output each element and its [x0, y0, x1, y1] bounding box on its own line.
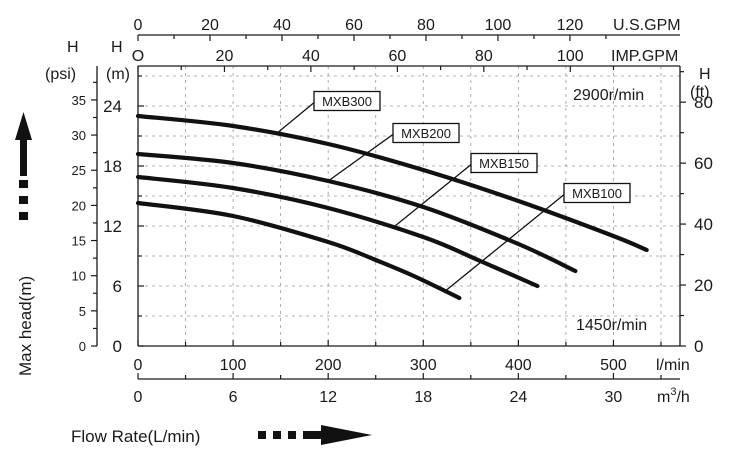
tick-label-gpm: 80 [417, 17, 435, 34]
tick-label-imp: 60 [388, 48, 406, 65]
tick-label-m: 0 [113, 337, 122, 356]
tick-label-imp: O [132, 48, 144, 65]
curve-mxb300 [135, 113, 649, 253]
top-gpm-unit: U.S.GPM [613, 17, 681, 34]
tick-label-ft: 40 [694, 215, 713, 234]
tick-label-m3h: 6 [229, 389, 238, 406]
tick-label-imp: 40 [302, 48, 320, 65]
tick-label-imp: 20 [216, 48, 234, 65]
leader-line-mxb100 [444, 192, 567, 292]
speed-low-annotation: 1450r/min [576, 317, 647, 334]
left-m-title-unit: (m) [106, 66, 130, 83]
tick-label-m: 24 [103, 97, 122, 116]
right-ft-title-unit: (ft) [690, 84, 710, 101]
tick-label-psi: 5 [79, 304, 86, 319]
tick-label-m3h: 30 [605, 389, 623, 406]
tick-label-gpm: 120 [557, 17, 584, 34]
tick-label-gpm: 40 [273, 17, 291, 34]
right-arrow-icon [258, 425, 372, 445]
left-psi-title-h: H [67, 39, 79, 56]
curve-mxb100 [135, 200, 462, 301]
speed-high-annotation: 2900r/min [573, 87, 644, 104]
axis-ticks [91, 35, 686, 379]
right-ft-title-h: H [699, 66, 711, 83]
tick-label-imp: 80 [475, 48, 493, 65]
y-axis-label-group: Max head(m) [15, 112, 35, 376]
curve-mxb150 [135, 174, 540, 289]
label-box-mxb100 [563, 182, 631, 204]
left-psi-title-unit: (psi) [45, 66, 76, 83]
leader-line-mxb200 [327, 132, 396, 182]
x-axis-label: Flow Rate(L/min) [71, 427, 200, 446]
tick-label-imp: 100 [557, 48, 584, 65]
tick-label-m3h: 18 [414, 389, 432, 406]
curve-mxb200 [135, 151, 578, 274]
grid-lines [138, 66, 680, 346]
series-label-mxb200: MXB200 [401, 126, 451, 141]
tick-label-psi: 35 [72, 93, 86, 108]
series-label-mxb300: MXB300 [322, 94, 372, 109]
tick-label-m: 6 [113, 277, 122, 296]
label-box-mxb150 [470, 152, 538, 174]
tick-label-lmin: 400 [505, 357, 532, 374]
tick-label-lmin: 200 [315, 357, 342, 374]
tick-label-ft: 0 [694, 337, 703, 356]
y-axis-label: Max head(m) [16, 276, 35, 376]
tick-label-ft: 80 [694, 93, 713, 112]
up-arrow-icon [15, 112, 32, 220]
tick-label-lmin: 300 [410, 357, 437, 374]
top-imp-unit: IMP.GPM [611, 48, 678, 65]
series-labels: MXB300 MXB200 MXB150 MXB100 [275, 90, 631, 292]
tick-label-psi: 15 [72, 234, 86, 249]
tick-label-m3h: 24 [509, 389, 527, 406]
tick-label-lmin: 100 [220, 357, 247, 374]
bottom-lmin-unit: l/min [656, 357, 690, 374]
tick-label-gpm: 100 [485, 17, 512, 34]
tick-label-ft: 20 [694, 276, 713, 295]
leader-line-mxb300 [275, 100, 317, 135]
series-label-mxb100: MXB100 [572, 186, 622, 201]
axis-lines [96, 34, 681, 380]
tick-label-m: 18 [103, 157, 122, 176]
tick-label-psi: 0 [79, 339, 86, 354]
leader-line-mxb150 [392, 162, 474, 229]
label-box-mxb300 [313, 90, 381, 112]
label-box-mxb200 [392, 122, 460, 144]
tick-label-ft: 60 [694, 154, 713, 173]
series-label-mxb150: MXB150 [479, 156, 529, 171]
pump-curves [135, 113, 649, 301]
tick-label-gpm: 60 [345, 17, 363, 34]
tick-label-gpm: 20 [201, 17, 219, 34]
tick-label-psi: 25 [72, 163, 86, 178]
tick-label-lmin: 0 [134, 357, 143, 374]
tick-label-m3h: 0 [134, 389, 143, 406]
tick-label-gpm: 0 [134, 17, 143, 34]
tick-label-m: 12 [103, 217, 122, 236]
tick-label-psi: 30 [72, 128, 86, 143]
tick-label-psi: 20 [72, 198, 86, 213]
tick-label-psi: 10 [72, 269, 86, 284]
tick-label-m3h: 12 [319, 389, 337, 406]
left-m-title-h: H [111, 39, 123, 56]
x-axis-label-group: Flow Rate(L/min) [71, 425, 372, 446]
tick-label-lmin: 500 [600, 357, 627, 374]
bottom-m3h-unit: m3/h [657, 386, 690, 406]
